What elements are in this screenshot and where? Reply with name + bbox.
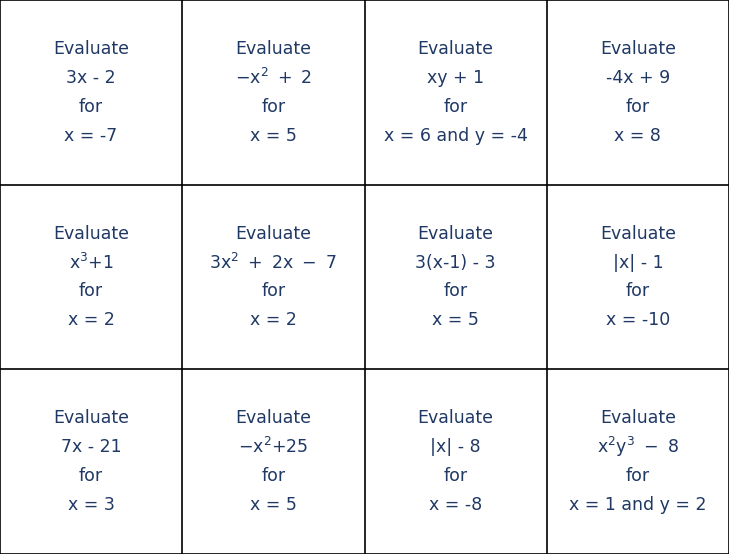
Text: x = 3: x = 3 <box>68 496 114 514</box>
Text: x = -10: x = -10 <box>606 311 670 329</box>
Text: for: for <box>625 467 650 485</box>
Text: Evaluate: Evaluate <box>235 225 311 243</box>
Text: Evaluate: Evaluate <box>53 40 129 58</box>
Text: $\mathdefault{-x}^{2}\mathdefault{\ +\ 2}$: $\mathdefault{-x}^{2}\mathdefault{\ +\ 2… <box>235 68 312 88</box>
Text: x = 5: x = 5 <box>250 126 297 145</box>
Text: Evaluate: Evaluate <box>600 409 676 428</box>
Text: for: for <box>261 467 286 485</box>
Text: Evaluate: Evaluate <box>418 225 494 243</box>
Text: Evaluate: Evaluate <box>418 409 494 428</box>
Text: $\mathdefault{-x}^{2}\mathdefault{+25}$: $\mathdefault{-x}^{2}\mathdefault{+25}$ <box>238 437 308 457</box>
Text: 7x - 21: 7x - 21 <box>61 438 122 456</box>
Text: x = 2: x = 2 <box>68 311 114 329</box>
Text: for: for <box>443 98 468 116</box>
Text: for: for <box>79 467 104 485</box>
Text: for: for <box>625 98 650 116</box>
Text: 3(x-1) - 3: 3(x-1) - 3 <box>416 254 496 271</box>
Text: for: for <box>625 283 650 300</box>
Text: for: for <box>261 98 286 116</box>
Text: for: for <box>261 283 286 300</box>
Text: x = -7: x = -7 <box>64 126 118 145</box>
Text: Evaluate: Evaluate <box>235 409 311 428</box>
Text: 3x - 2: 3x - 2 <box>66 69 116 87</box>
Text: x = 2: x = 2 <box>250 311 297 329</box>
Text: Evaluate: Evaluate <box>235 40 311 58</box>
Text: x = 6 and y = -4: x = 6 and y = -4 <box>383 126 528 145</box>
Text: x = 5: x = 5 <box>250 496 297 514</box>
Text: Evaluate: Evaluate <box>600 40 676 58</box>
Text: for: for <box>79 98 104 116</box>
Text: Evaluate: Evaluate <box>53 225 129 243</box>
Text: $\mathdefault{x}^{3}\mathdefault{+1}$: $\mathdefault{x}^{3}\mathdefault{+1}$ <box>69 253 114 273</box>
Text: -4x + 9: -4x + 9 <box>606 69 670 87</box>
Text: $\mathdefault{x}^{2}\mathdefault{y}^{3}\mathdefault{\ -\ 8}$: $\mathdefault{x}^{2}\mathdefault{y}^{3}\… <box>597 435 679 459</box>
Text: for: for <box>443 283 468 300</box>
Text: |x| - 1: |x| - 1 <box>612 254 663 271</box>
Text: x = 1 and y = 2: x = 1 and y = 2 <box>569 496 706 514</box>
Text: $\mathdefault{3x}^{2}\mathdefault{\ +\ 2x\ -\ 7}$: $\mathdefault{3x}^{2}\mathdefault{\ +\ 2… <box>209 253 338 273</box>
Text: |x| - 8: |x| - 8 <box>430 438 481 456</box>
Text: for: for <box>443 467 468 485</box>
Text: x = 5: x = 5 <box>432 311 479 329</box>
Text: Evaluate: Evaluate <box>600 225 676 243</box>
Text: x = 8: x = 8 <box>615 126 661 145</box>
Text: x = -8: x = -8 <box>429 496 483 514</box>
Text: for: for <box>79 283 104 300</box>
Text: xy + 1: xy + 1 <box>427 69 484 87</box>
Text: Evaluate: Evaluate <box>418 40 494 58</box>
Text: Evaluate: Evaluate <box>53 409 129 428</box>
